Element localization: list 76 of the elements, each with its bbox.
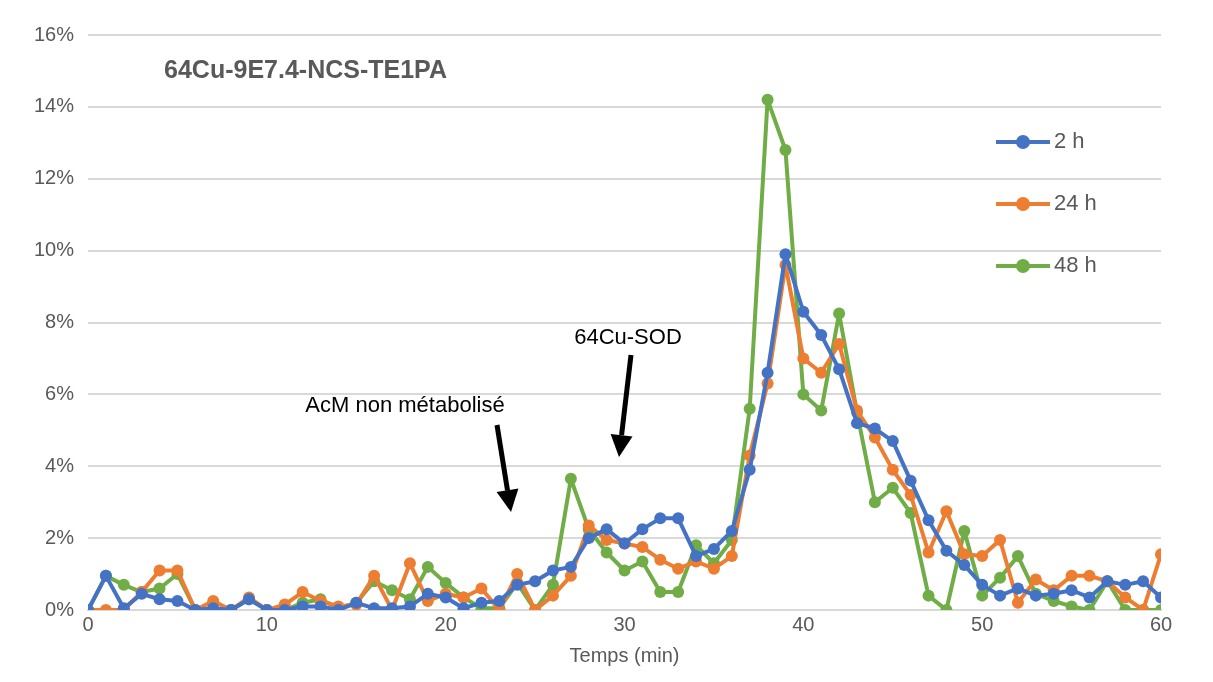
point	[153, 582, 166, 595]
point	[725, 550, 738, 563]
point	[117, 578, 130, 591]
point	[636, 541, 649, 554]
annotation: AcM non métabolisé	[305, 392, 505, 417]
point	[1029, 573, 1042, 586]
point	[994, 571, 1007, 584]
point	[475, 582, 488, 595]
point	[815, 404, 828, 417]
point	[1065, 569, 1078, 582]
point	[368, 569, 381, 582]
y-tick-label: 2%	[45, 525, 75, 548]
point	[654, 586, 667, 599]
point	[421, 560, 434, 573]
y-tick-label: 6%	[45, 381, 75, 404]
point	[797, 352, 810, 365]
point	[296, 586, 309, 599]
x-tick-label: 40	[792, 612, 815, 635]
point	[886, 481, 899, 494]
x-axis-title: Temps (min)	[569, 643, 680, 666]
point	[153, 564, 166, 577]
point	[958, 524, 971, 537]
point	[1119, 591, 1132, 604]
y-tick-label: 12%	[34, 166, 75, 189]
point	[1011, 550, 1024, 563]
point	[403, 557, 416, 570]
point	[672, 562, 685, 575]
x-tick-label: 0	[82, 612, 94, 635]
x-tick-label: 50	[971, 612, 994, 635]
legend-label: 2 h	[1054, 128, 1085, 154]
x-tick-label: 60	[1149, 612, 1173, 635]
point	[976, 589, 989, 602]
point	[672, 586, 685, 599]
point	[636, 555, 649, 568]
text: 64Cu-9E7.4-NCS-TE1PA	[164, 54, 447, 83]
point	[833, 338, 846, 351]
point	[994, 533, 1007, 546]
y-tick-label: 14%	[34, 94, 75, 117]
point	[779, 144, 792, 156]
x-tick-label: 10	[255, 612, 278, 635]
point	[886, 463, 899, 476]
point	[958, 548, 971, 561]
point	[546, 589, 559, 602]
point	[833, 307, 846, 320]
point	[797, 388, 810, 401]
point	[546, 578, 559, 591]
point	[976, 550, 989, 563]
point	[600, 533, 613, 546]
legend-label: 48 h	[1054, 252, 1097, 278]
point	[618, 564, 631, 577]
y-tick-label: 0%	[45, 597, 75, 620]
point	[386, 584, 399, 597]
x-tick-label: 20	[434, 612, 457, 635]
point	[439, 577, 452, 590]
y-tick-label: 8%	[45, 310, 75, 333]
point	[707, 562, 720, 575]
point	[564, 472, 577, 485]
x-tick-label: 30	[613, 612, 636, 635]
point	[940, 505, 953, 518]
point	[743, 402, 756, 415]
point	[1065, 600, 1078, 610]
point	[761, 93, 774, 106]
annotation: 64Cu-SOD	[574, 324, 682, 349]
legend-label: 24 h	[1054, 190, 1097, 216]
point	[868, 496, 881, 509]
point	[1083, 569, 1096, 582]
point	[600, 546, 613, 559]
y-tick-label: 4%	[45, 453, 75, 476]
y-tick-label: 10%	[34, 238, 75, 261]
y-tick-label: 16%	[34, 22, 75, 45]
point	[654, 553, 667, 566]
point	[171, 564, 184, 577]
point	[922, 589, 935, 602]
point	[815, 366, 828, 379]
point	[922, 546, 935, 559]
point	[1011, 596, 1024, 609]
